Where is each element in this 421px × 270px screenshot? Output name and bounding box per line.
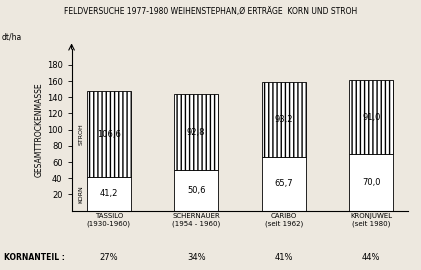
Bar [174,170,218,211]
Text: 50,6: 50,6 [187,185,205,195]
Text: STROH: STROH [78,123,83,145]
Text: 65,7: 65,7 [274,180,293,188]
Text: FELDVERSUCHE 1977-1980 WEIHENSTEPHAN,Ø ERTRÄGE  KORN UND STROH: FELDVERSUCHE 1977-1980 WEIHENSTEPHAN,Ø E… [64,7,357,16]
Text: dt/ha: dt/ha [2,33,22,42]
Bar [262,157,306,211]
Text: 92,8: 92,8 [187,127,205,137]
Bar [349,80,393,154]
Bar [349,154,393,211]
Bar [87,177,131,211]
Text: 93,2: 93,2 [274,115,293,124]
Text: 91,0: 91,0 [362,113,381,122]
Bar [174,94,218,170]
Text: 44%: 44% [362,253,381,262]
Text: 34%: 34% [187,253,205,262]
Text: 70,0: 70,0 [362,178,381,187]
Text: 27%: 27% [99,253,118,262]
Y-axis label: GESAMTTROCKENMASSE: GESAMTTROCKENMASSE [35,82,44,177]
Text: KORNANTEIL :: KORNANTEIL : [4,253,65,262]
Bar [87,91,131,177]
Text: 41%: 41% [274,253,293,262]
Text: 106,6: 106,6 [97,130,121,139]
Bar [262,82,306,157]
Text: 41,2: 41,2 [99,190,118,198]
Text: KORN: KORN [78,185,83,203]
